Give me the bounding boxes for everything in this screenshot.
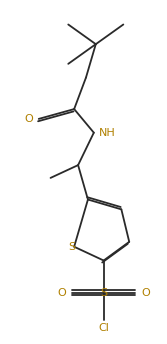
Text: S: S: [100, 288, 107, 298]
Text: O: O: [58, 288, 66, 298]
Text: O: O: [141, 288, 150, 298]
Text: Cl: Cl: [98, 323, 109, 333]
Text: S: S: [69, 242, 76, 252]
Text: O: O: [24, 114, 33, 124]
Text: NH: NH: [99, 128, 116, 138]
